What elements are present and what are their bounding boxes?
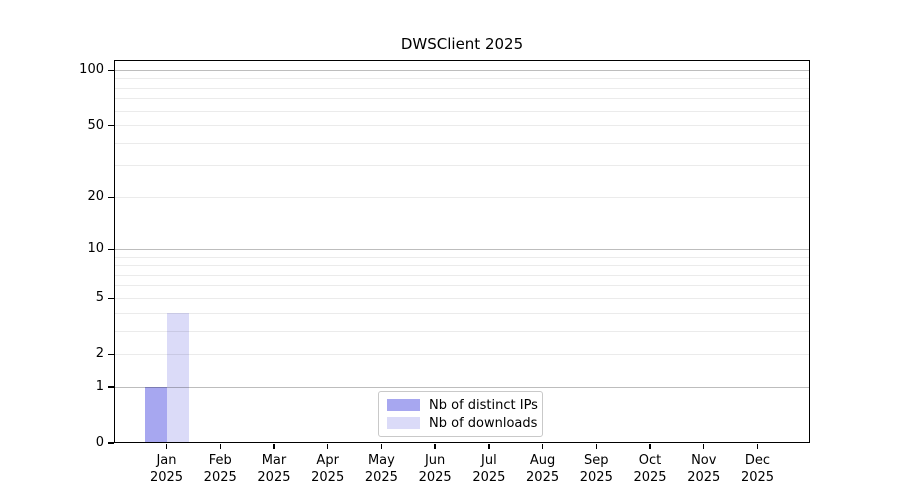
- x-tick-label: Jun 2025: [395, 452, 475, 486]
- gridline-minor: [114, 265, 810, 267]
- y-tick: [108, 248, 114, 251]
- x-tick-month: May: [367, 453, 395, 468]
- gridline-major: [114, 386, 810, 388]
- gridline-minor: [114, 110, 810, 112]
- gridline-minor: [114, 312, 810, 314]
- x-tick: [327, 444, 329, 449]
- y-tick-label: 10: [87, 241, 104, 257]
- x-tick-year: 2025: [633, 470, 667, 485]
- x-tick-year: 2025: [149, 470, 184, 485]
- x-tick-year: 2025: [526, 470, 560, 485]
- legend-label-distinct-ips: Nb of distinct IPs: [429, 397, 538, 413]
- x-tick: [595, 444, 597, 449]
- x-tick-year: 2025: [740, 470, 775, 485]
- x-tick-year: 2025: [418, 470, 452, 485]
- x-tick-label: Sep 2025: [556, 452, 636, 486]
- gridline-minor: [114, 98, 810, 100]
- x-tick-month: Nov: [691, 453, 717, 468]
- y-tick: [108, 386, 114, 388]
- x-tick-label: Aug 2025: [503, 452, 583, 486]
- legend-label-downloads: Nb of downloads: [429, 415, 538, 431]
- gridline-minor: [114, 125, 810, 127]
- legend-swatch-downloads: [387, 417, 420, 429]
- gridline-minor: [114, 353, 810, 355]
- x-tick-year: 2025: [579, 470, 613, 485]
- y-tick: [108, 297, 114, 300]
- legend-swatch-distinct-ips: [387, 399, 420, 411]
- y-tick-label: 50: [87, 117, 104, 133]
- x-tick-month: Dec: [744, 453, 771, 468]
- x-tick: [380, 444, 383, 449]
- gridline-minor: [114, 274, 810, 276]
- x-tick: [219, 444, 221, 449]
- gridline-major: [114, 69, 810, 71]
- x-tick-year: 2025: [472, 470, 506, 485]
- x-tick-label: Nov 2025: [664, 452, 744, 486]
- x-tick-month: Jan: [156, 453, 177, 468]
- x-tick-month: Sep: [584, 453, 609, 468]
- x-tick-month: Mar: [261, 453, 287, 468]
- gridline-major: [114, 248, 810, 250]
- x-tick: [703, 444, 705, 449]
- gridline-minor: [114, 142, 810, 144]
- x-tick-label: Apr 2025: [288, 452, 368, 486]
- x-tick-label: May 2025: [341, 452, 421, 486]
- y-tick-label: 2: [95, 346, 104, 362]
- y-tick: [108, 124, 114, 127]
- gridline-minor: [114, 256, 810, 258]
- legend-item-downloads: Nb of downloads: [387, 415, 538, 431]
- x-tick-label: Oct 2025: [610, 452, 690, 486]
- gridline-minor: [114, 87, 810, 89]
- y-tick-label: 1: [95, 379, 104, 395]
- x-tick-label: Jul 2025: [449, 452, 529, 486]
- x-tick-label: Dec 2025: [718, 452, 798, 486]
- x-tick-year: 2025: [311, 470, 345, 485]
- x-tick-label: Mar 2025: [234, 452, 314, 486]
- gridline-minor: [114, 196, 810, 198]
- gridline-minor: [114, 297, 810, 299]
- y-tick-label: 100: [79, 62, 104, 78]
- y-tick: [108, 69, 114, 72]
- y-tick-label: 0: [95, 435, 104, 450]
- x-tick-label: Feb 2025: [180, 452, 260, 486]
- x-tick-month: Jun: [424, 453, 446, 468]
- x-tick-year: 2025: [364, 470, 398, 485]
- y-tick: [108, 196, 114, 198]
- x-tick: [488, 444, 490, 449]
- x-tick-month: Feb: [208, 453, 232, 468]
- x-tick-month: Aug: [529, 453, 556, 468]
- gridline-minor: [114, 78, 810, 80]
- x-tick-month: Jul: [481, 453, 497, 468]
- bar-distinct-ips: [144, 387, 167, 443]
- y-tick-label: 5: [95, 290, 104, 306]
- x-tick: [165, 444, 168, 449]
- x-tick-year: 2025: [257, 470, 291, 485]
- legend: Nb of distinct IPs Nb of downloads: [378, 391, 543, 437]
- legend-item-distinct-ips: Nb of distinct IPs: [387, 398, 538, 413]
- chart-title: DWSClient 2025: [400, 35, 524, 53]
- x-tick-year: 2025: [203, 470, 237, 485]
- x-tick-label: Jan 2025: [127, 452, 207, 486]
- x-tick-month: Apr: [316, 453, 339, 468]
- plot-area-border: [114, 60, 810, 443]
- gridline-minor: [114, 330, 810, 332]
- x-tick: [434, 444, 436, 449]
- gridline-minor: [114, 285, 810, 287]
- y-tick: [108, 442, 114, 444]
- x-tick-month: Oct: [638, 453, 662, 468]
- y-tick: [108, 353, 114, 355]
- x-tick: [649, 444, 651, 449]
- x-tick-year: 2025: [687, 470, 721, 485]
- y-tick-label: 20: [87, 189, 104, 205]
- bar-downloads: [166, 313, 189, 443]
- x-tick: [541, 444, 544, 449]
- x-tick: [273, 444, 275, 449]
- gridline-minor: [114, 165, 810, 167]
- x-tick: [756, 444, 759, 449]
